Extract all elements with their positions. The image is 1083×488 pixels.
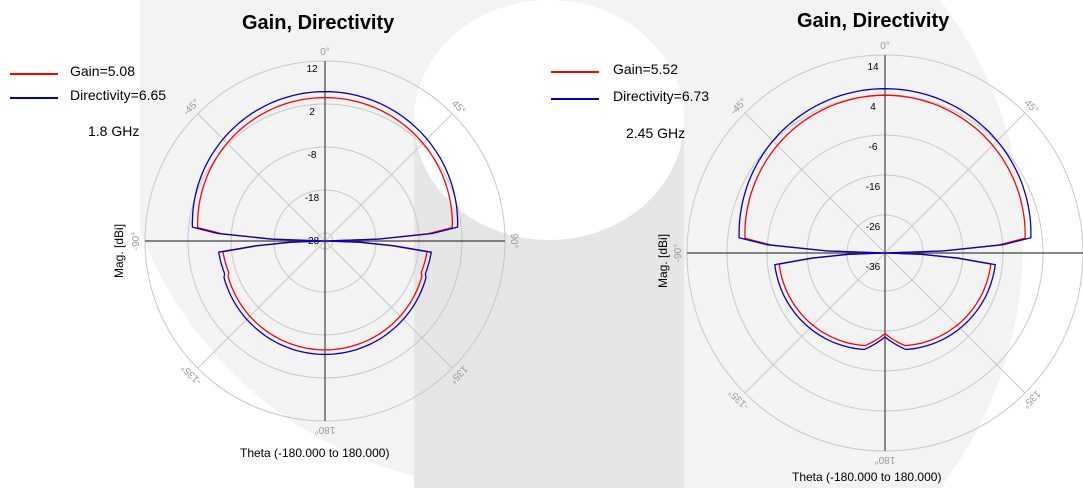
polar-chart-1p8ghz: Gain, Directivity Gain=5.08 Directivity=…	[0, 0, 540, 488]
x-axis-label: Theta (-180.000 to 180.000)	[240, 446, 390, 460]
directivity-curve	[738, 88, 1032, 351]
legend-directivity-swatch	[551, 98, 599, 100]
grid-spoke	[884, 252, 1026, 394]
grid-spoke	[197, 113, 326, 242]
legend-gain-label: Gain=5.08	[70, 63, 135, 79]
angle-label: 90°	[508, 233, 519, 248]
grid-spoke	[744, 112, 886, 254]
directivity-curve	[191, 90, 459, 356]
angle-label: 180°	[875, 454, 896, 465]
radial-tick-label: -18	[305, 193, 320, 204]
radial-tick-label: 14	[867, 62, 879, 73]
radial-tick-label: 2	[309, 107, 315, 118]
legend-directivity-label: Directivity=6.73	[613, 88, 710, 104]
polar-plot: 0°45°90°135°180°-135°-90°-45°122-8-18-28	[131, 47, 519, 435]
y-axis-label: Mag. [dBi]	[112, 223, 126, 278]
polar-plot: 0°45°90°135°180°-135°-90°-45°144-6-16-26…	[673, 41, 1083, 465]
legend-gain-swatch	[10, 73, 58, 75]
radial-tick-label: -36	[866, 262, 881, 273]
x-axis-label: Theta (-180.000 to 180.000)	[792, 470, 942, 484]
grid-spoke	[884, 112, 1026, 254]
polar-chart-2p45ghz: Gain, Directivity Gain=5.52 Directivity=…	[540, 0, 1083, 488]
radial-tick-label: 12	[306, 64, 318, 75]
legend-gain-swatch	[551, 71, 599, 73]
radial-tick-label: -26	[866, 222, 881, 233]
grid-spoke	[324, 113, 453, 242]
grid-spoke	[744, 252, 886, 394]
angle-label: -90°	[131, 232, 142, 250]
angle-label: 0°	[880, 41, 890, 52]
radial-tick-label: -6	[869, 142, 878, 153]
frequency-annotation: 2.45 GHz	[626, 125, 686, 141]
chart-title: Gain, Directivity	[797, 10, 950, 32]
radial-tick-label: -8	[308, 150, 317, 161]
radial-tick-label: -16	[866, 182, 881, 193]
frequency-annotation: 1.8 GHz	[88, 123, 140, 139]
angle-label: -90°	[673, 244, 684, 262]
legend-gain-label: Gain=5.52	[613, 61, 678, 77]
radial-tick-label: 4	[870, 102, 876, 113]
y-axis-label: Mag. [dBi]	[656, 233, 670, 288]
angle-label: 180°	[315, 424, 336, 435]
legend-directivity-label: Directivity=6.65	[70, 87, 167, 103]
chart-title: Gain, Directivity	[242, 12, 395, 34]
grid-spoke	[324, 240, 453, 369]
legend-directivity-swatch	[10, 97, 58, 99]
grid-spoke	[197, 240, 326, 369]
angle-label: 0°	[320, 47, 330, 58]
